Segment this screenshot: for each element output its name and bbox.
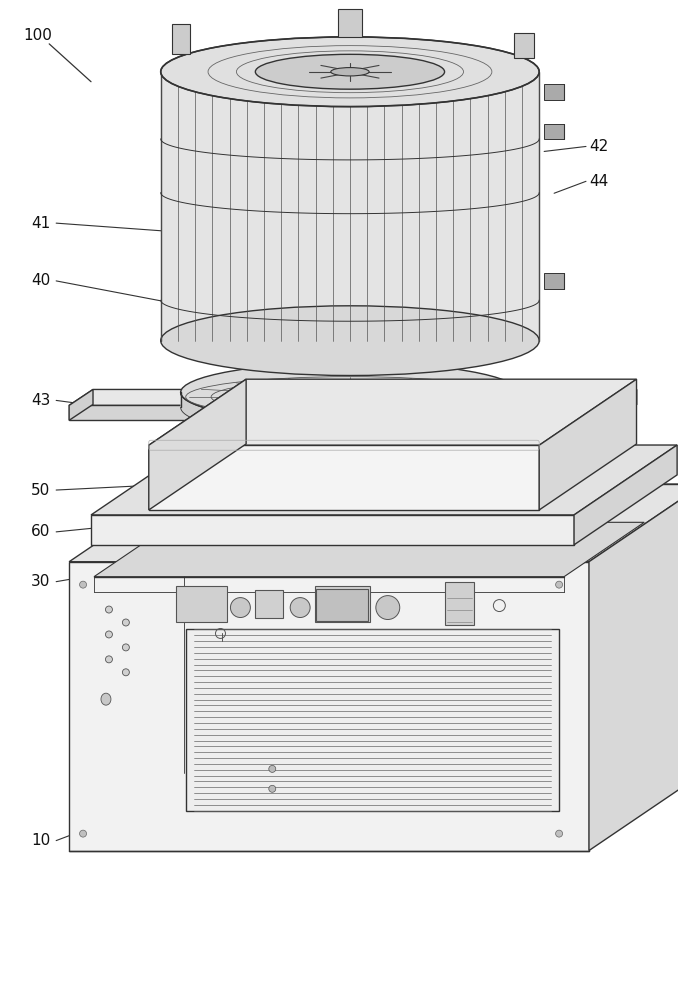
Bar (445, 582, 475, 625)
Polygon shape (161, 72, 539, 341)
Text: 42: 42 (589, 139, 608, 154)
Polygon shape (230, 393, 505, 403)
Text: 11: 11 (594, 692, 613, 707)
Text: 20: 20 (106, 781, 125, 796)
Ellipse shape (269, 765, 276, 772)
Polygon shape (69, 405, 613, 420)
Polygon shape (149, 379, 246, 510)
Ellipse shape (79, 830, 86, 837)
Ellipse shape (161, 37, 539, 107)
Ellipse shape (105, 606, 113, 613)
Polygon shape (589, 484, 679, 851)
Bar (315, 586, 370, 622)
Ellipse shape (416, 398, 424, 402)
Polygon shape (69, 389, 637, 405)
Ellipse shape (79, 581, 86, 588)
Polygon shape (69, 389, 93, 420)
Polygon shape (69, 484, 679, 562)
Text: 10: 10 (31, 833, 50, 848)
Bar (176, 586, 227, 622)
Polygon shape (544, 124, 564, 139)
Polygon shape (149, 379, 636, 445)
Polygon shape (544, 273, 564, 289)
Bar (255, 590, 283, 618)
Ellipse shape (555, 581, 563, 588)
Ellipse shape (122, 619, 130, 626)
Text: 30: 30 (31, 574, 51, 589)
Ellipse shape (331, 68, 369, 76)
Text: 60: 60 (31, 524, 51, 539)
Polygon shape (94, 522, 644, 577)
Polygon shape (574, 445, 677, 545)
Bar (316, 589, 368, 621)
Polygon shape (91, 515, 574, 545)
Polygon shape (149, 445, 539, 510)
Ellipse shape (105, 656, 113, 663)
Text: 44: 44 (589, 174, 608, 189)
Polygon shape (613, 389, 637, 420)
Ellipse shape (122, 644, 130, 651)
Ellipse shape (376, 596, 400, 620)
Ellipse shape (181, 363, 519, 422)
Ellipse shape (269, 785, 276, 792)
Polygon shape (514, 33, 534, 58)
Polygon shape (338, 9, 362, 37)
Ellipse shape (122, 669, 130, 676)
Polygon shape (172, 24, 189, 54)
Ellipse shape (290, 598, 310, 618)
Text: 41: 41 (31, 216, 50, 231)
Ellipse shape (278, 398, 287, 402)
Ellipse shape (105, 631, 113, 638)
Polygon shape (539, 379, 636, 510)
Polygon shape (544, 84, 564, 100)
Ellipse shape (555, 830, 563, 837)
Polygon shape (69, 562, 589, 851)
Text: 100: 100 (23, 28, 52, 43)
Text: 43: 43 (31, 393, 51, 408)
Text: 50: 50 (31, 483, 50, 498)
Polygon shape (91, 445, 677, 515)
Ellipse shape (101, 693, 111, 705)
Polygon shape (185, 629, 559, 811)
Ellipse shape (161, 306, 539, 376)
Ellipse shape (230, 598, 251, 618)
Text: 40: 40 (31, 273, 50, 288)
Text: 70: 70 (106, 745, 125, 760)
Ellipse shape (255, 54, 445, 89)
